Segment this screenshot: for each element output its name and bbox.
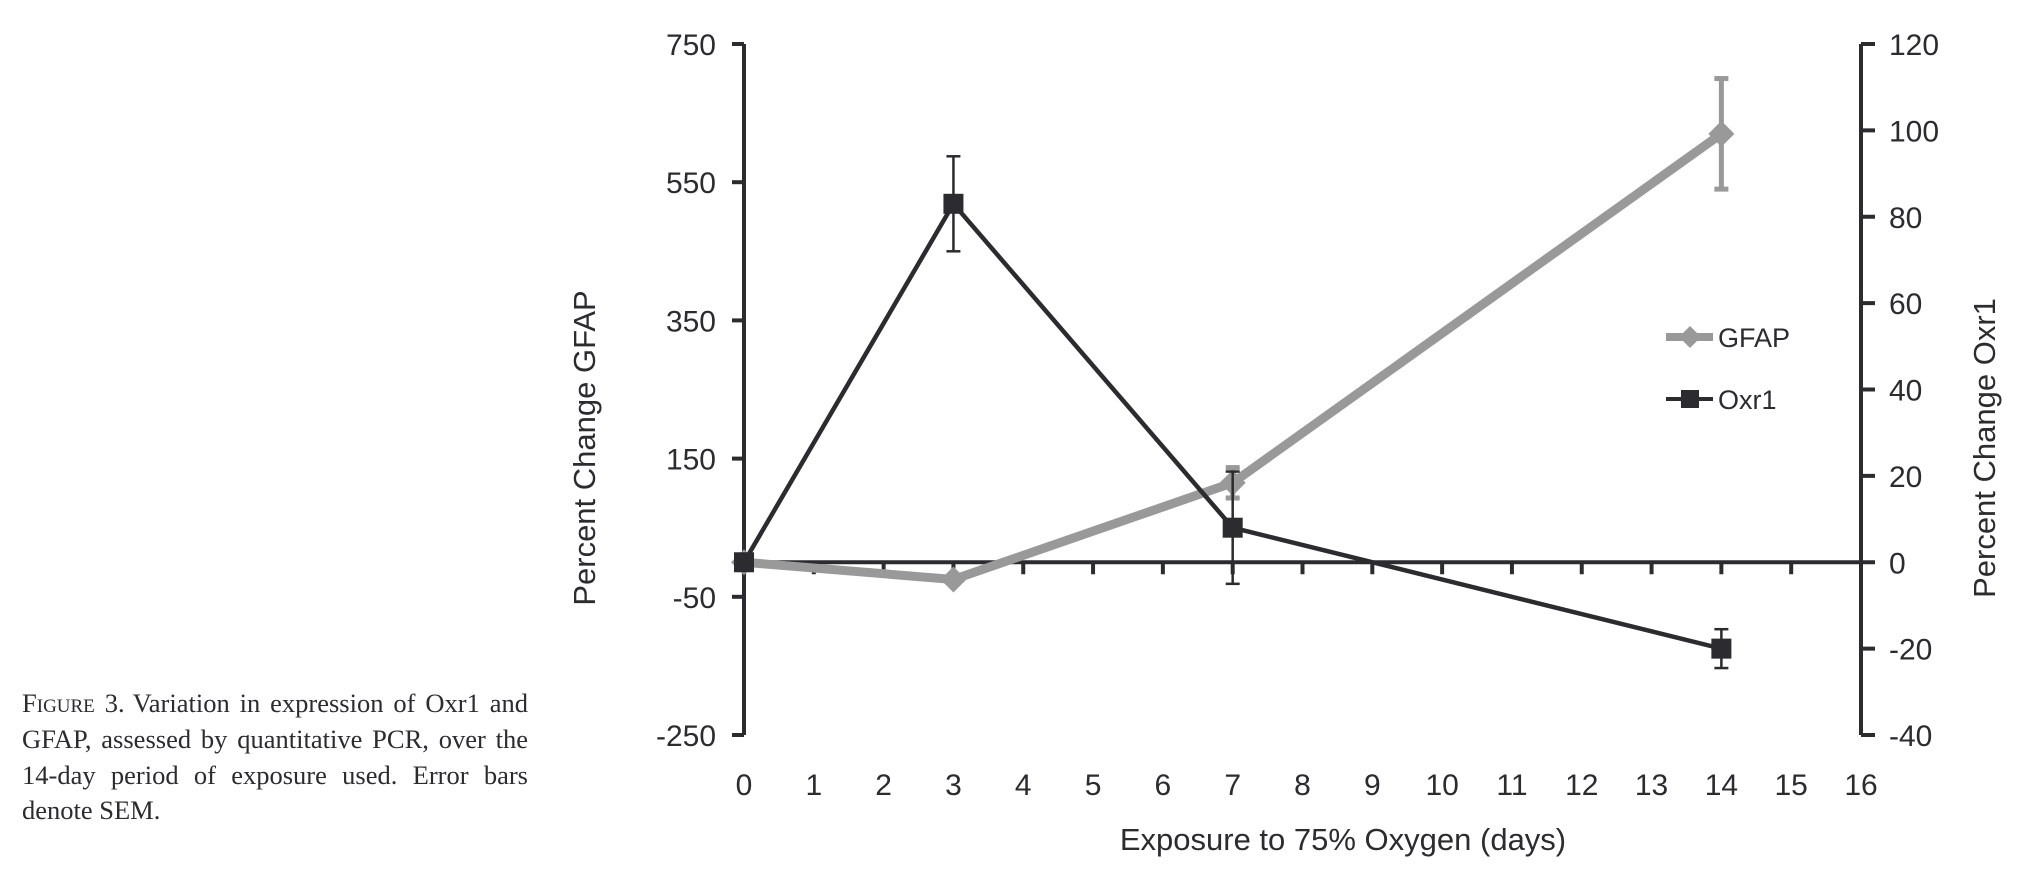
x-tick-label: 2: [875, 769, 892, 802]
legend-marker-oxr1: [1681, 390, 1699, 408]
caption-label: Figure 3.: [22, 688, 125, 718]
legend-marker-gfap: [1679, 326, 1701, 348]
point-oxr1: [943, 193, 964, 214]
y-left-tick-label: 350: [666, 305, 716, 338]
x-tick-label: 0: [736, 769, 753, 802]
x-tick-label: 6: [1155, 769, 1172, 802]
y-right-tick-label: 40: [1889, 375, 1922, 408]
x-tick-label: 13: [1635, 769, 1668, 802]
y-left-tick-label: 750: [666, 29, 716, 62]
y-axis-left-title: Percent Change GFAP: [567, 290, 602, 605]
axes: -250-50150350550750-40-20020406080100120…: [656, 29, 1939, 802]
y-left-tick-label: -50: [673, 582, 716, 615]
x-tick-label: 1: [805, 769, 822, 802]
y-right-tick-label: 60: [1889, 288, 1922, 321]
caption-text: Variation in expression of Oxr1 and GFAP…: [22, 688, 528, 826]
point-oxr1: [1222, 517, 1243, 538]
y-right-tick-label: 0: [1889, 547, 1906, 580]
x-tick-label: 15: [1775, 769, 1808, 802]
y-right-tick-label: -40: [1889, 720, 1932, 753]
point-gfap: [1708, 120, 1735, 147]
x-tick-label: 16: [1844, 769, 1877, 802]
series-line-gfap: [739, 129, 1726, 585]
x-tick-label: 7: [1224, 769, 1241, 802]
x-tick-label: 3: [945, 769, 962, 802]
y-left-tick-label: -250: [656, 720, 716, 753]
point-gfap: [940, 566, 967, 593]
legend-label-gfap: GFAP: [1718, 323, 1790, 353]
x-tick-label: 9: [1364, 769, 1381, 802]
y-left-tick-label: 150: [666, 444, 716, 477]
x-axis-title: Exposure to 75% Oxygen (days): [1120, 822, 1566, 857]
figure-caption: Figure 3. Variation in expression of Oxr1…: [22, 686, 528, 829]
x-tick-label: 12: [1565, 769, 1598, 802]
legend: GFAP Oxr1: [1666, 323, 1790, 415]
y-right-tick-label: 20: [1889, 461, 1922, 494]
x-tick-label: 4: [1015, 769, 1032, 802]
y-right-tick-label: 100: [1889, 115, 1939, 148]
point-oxr1: [734, 552, 754, 573]
x-tick-label: 5: [1085, 769, 1102, 802]
x-tick-label: 10: [1425, 769, 1458, 802]
x-tick-label: 11: [1496, 769, 1527, 802]
legend-label-oxr1: Oxr1: [1718, 385, 1777, 415]
series-oxr1: [734, 155, 1732, 670]
y-right-tick-label: 80: [1889, 202, 1922, 235]
y-right-tick-label: -20: [1889, 634, 1932, 667]
series-line-oxr1: [741, 201, 1724, 651]
y-left-tick-label: 550: [666, 167, 716, 200]
point-oxr1: [1711, 638, 1732, 659]
x-tick-label: 8: [1294, 769, 1311, 802]
y-right-tick-label: 120: [1889, 29, 1939, 62]
series-layer: [731, 76, 1735, 670]
y-axis-right-title: Percent Change Oxr1: [1967, 298, 2002, 598]
x-tick-label: 14: [1705, 769, 1738, 802]
